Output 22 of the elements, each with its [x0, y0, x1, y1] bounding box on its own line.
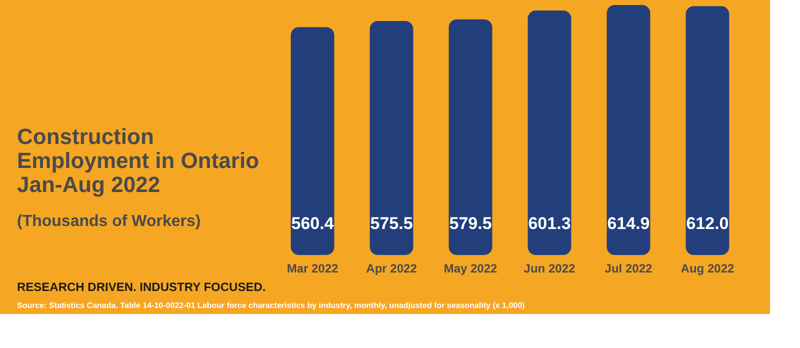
bar — [686, 6, 730, 255]
data-label: 560.4 — [291, 214, 334, 233]
x-tick-label: Aug 2022 — [680, 262, 734, 276]
text: RESEARCH DRIVEN. INDUSTRY FOCUSED. — [17, 280, 266, 294]
data-label: 601.3 — [528, 214, 571, 233]
bar — [448, 19, 492, 255]
data-label: 579.5 — [449, 214, 492, 233]
data-label: 612.0 — [686, 214, 729, 233]
source-note: Source: Statistics Canada. Table 14-10-0022-01 Labour force characteristics by industry, monthly, unadjusted for seasonality (x 1,000) — [17, 301, 526, 310]
x-tick-label: Mar 2022 — [286, 262, 339, 276]
bar — [370, 21, 414, 255]
bar — [528, 10, 572, 255]
bar — [606, 5, 650, 255]
data-label: 614.9 — [607, 214, 650, 233]
text: (Thousands of Workers) — [17, 213, 201, 230]
x-tick-label: May 2022 — [444, 262, 498, 276]
bar — [290, 27, 334, 255]
x-tick-label: Jun 2022 — [524, 262, 576, 276]
x-tick-label: Apr 2022 — [366, 262, 418, 276]
data-label: 575.5 — [370, 214, 413, 233]
text: Construction Employment in Ontario Jan-Aug 2022 — [17, 124, 260, 197]
x-tick-label: Jul 2022 — [604, 262, 652, 276]
